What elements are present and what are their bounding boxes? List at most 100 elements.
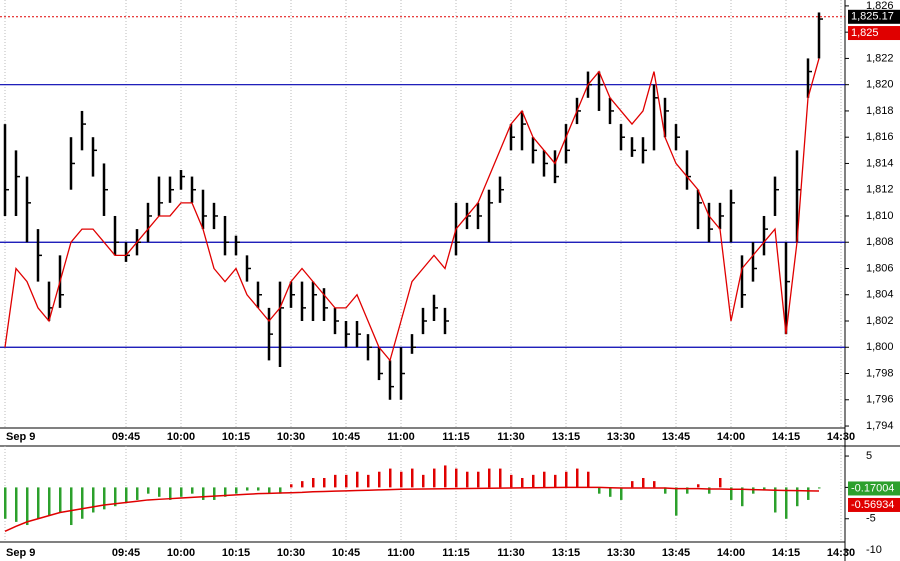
histogram-bar	[103, 487, 106, 510]
histogram-bar	[246, 487, 249, 491]
price-box-label: 1,825	[851, 27, 879, 39]
x-tick-label: 11:30	[497, 547, 525, 559]
histogram-bar	[455, 468, 458, 488]
histogram-bar	[587, 471, 590, 488]
histogram-bar	[213, 487, 216, 500]
x-tick-label: 14:30	[827, 431, 855, 443]
histogram-bar	[697, 484, 700, 488]
histogram-bar	[565, 471, 568, 488]
price-box-label: -0.17004	[851, 482, 894, 494]
x-tick-label: 13:15	[552, 431, 580, 443]
x-tick-label: 11:30	[497, 431, 525, 443]
histogram-bar	[81, 487, 84, 519]
histogram-bar	[411, 468, 414, 488]
histogram-bar	[532, 474, 535, 488]
histogram-bar	[290, 484, 293, 488]
histogram-bar	[719, 477, 722, 488]
histogram-bar	[158, 487, 161, 497]
y-tick-label: 1,802	[866, 315, 894, 327]
histogram-bar	[26, 487, 29, 526]
histogram-bar	[741, 487, 744, 507]
x-tick-label: Sep 9	[6, 431, 35, 443]
histogram-bar	[59, 487, 62, 513]
y-tick-label: 1,826	[866, 0, 894, 12]
histogram-bar	[356, 471, 359, 488]
histogram-bar	[224, 487, 227, 497]
x-tick-label: 10:45	[332, 547, 360, 559]
histogram-bar	[521, 477, 524, 488]
histogram-bar	[37, 487, 40, 519]
histogram-bar	[70, 487, 73, 526]
x-tick-label: 11:15	[442, 547, 470, 559]
histogram-bar	[433, 468, 436, 488]
y-tick-label: 1,812	[866, 184, 894, 196]
histogram-bar	[631, 481, 634, 488]
histogram-bar	[576, 468, 579, 488]
signal-line	[4, 486, 820, 532]
x-tick-label: 14:30	[827, 547, 855, 559]
histogram-bar	[752, 487, 755, 494]
x-tick-label: 10:15	[222, 547, 250, 559]
histogram-bar	[510, 474, 513, 488]
histogram-bar	[15, 487, 18, 522]
y-tick-label: 1,810	[866, 210, 894, 222]
histogram-bar	[257, 487, 260, 491]
histogram-bar	[730, 487, 733, 500]
histogram-bar	[675, 487, 678, 516]
histogram-bar	[92, 487, 95, 513]
histogram-bar	[653, 481, 656, 488]
histogram-bar	[708, 487, 711, 494]
y-tick-label: 1,798	[866, 367, 894, 379]
y-tick-label: 5	[866, 450, 872, 462]
y-tick-label: -10	[866, 544, 882, 556]
x-tick-label: 14:00	[717, 431, 745, 443]
histogram-bar	[477, 471, 480, 488]
x-tick-label: 10:00	[167, 547, 195, 559]
y-tick-label: 1,816	[866, 131, 894, 143]
x-tick-label: 13:45	[662, 431, 690, 443]
x-tick-label: 13:45	[662, 547, 690, 559]
x-tick-label: 10:30	[277, 431, 305, 443]
histogram-bar	[312, 477, 315, 488]
y-tick-label: 1,796	[866, 394, 894, 406]
x-tick-label: 09:45	[112, 547, 140, 559]
histogram-bar	[169, 487, 172, 500]
histogram-bar	[389, 468, 392, 488]
histogram-bar	[422, 474, 425, 488]
histogram-bar	[774, 487, 777, 513]
price-line	[4, 58, 820, 362]
histogram-bar	[345, 474, 348, 488]
histogram-bar	[642, 477, 645, 488]
y-tick-label: 1,822	[866, 52, 894, 64]
histogram-bar	[191, 487, 194, 494]
y-tick-label: 1,806	[866, 262, 894, 274]
histogram-bar	[367, 474, 370, 488]
x-tick-label: 10:45	[332, 431, 360, 443]
histogram-bar	[499, 468, 502, 488]
x-tick-label: 14:00	[717, 547, 745, 559]
x-tick-label: 10:30	[277, 547, 305, 559]
y-tick-label: 1,808	[866, 236, 894, 248]
histogram-bar	[796, 487, 799, 507]
histogram-bar	[609, 487, 612, 497]
y-tick-label: 1,800	[866, 341, 894, 353]
histogram-bar	[763, 487, 766, 491]
histogram-bar	[686, 487, 689, 494]
price-box	[848, 26, 900, 41]
histogram-bar	[323, 477, 326, 488]
histogram-bar	[466, 471, 469, 488]
x-tick-label: 13:30	[607, 547, 635, 559]
x-tick-label: Sep 9	[6, 547, 35, 559]
price-box	[848, 497, 900, 512]
histogram-bar	[598, 487, 601, 494]
histogram-bar	[807, 487, 810, 500]
histogram-bar	[48, 487, 51, 516]
x-tick-label: 14:15	[772, 431, 800, 443]
histogram-bar	[125, 487, 128, 504]
histogram-bar	[301, 481, 304, 488]
histogram-bar	[554, 474, 557, 488]
y-tick-label: 1,820	[866, 79, 894, 91]
histogram-bar	[488, 468, 491, 488]
